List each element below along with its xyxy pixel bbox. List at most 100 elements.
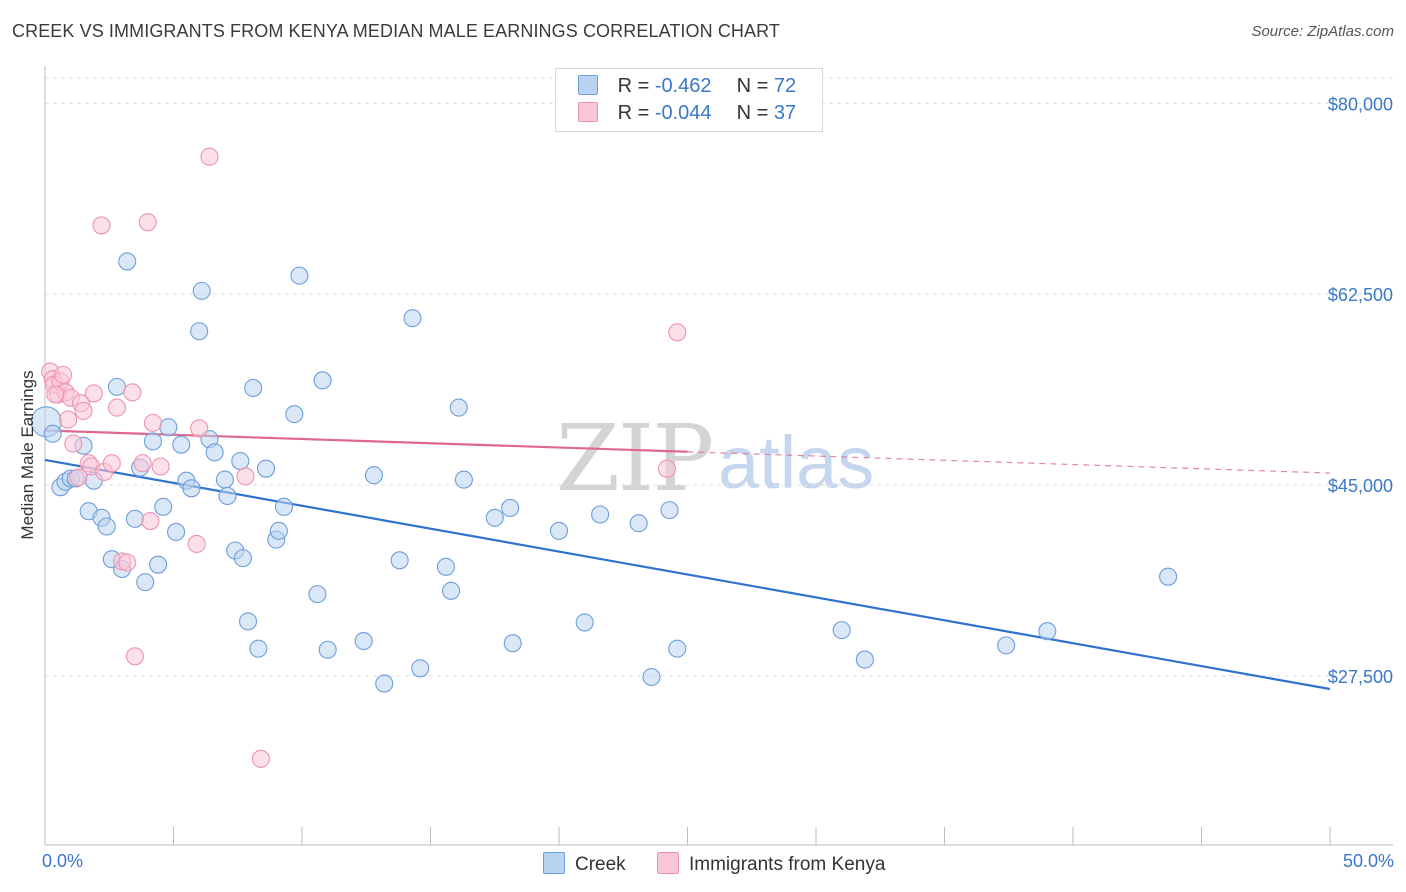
creek-point <box>436 557 455 576</box>
watermark-zip: ZIP <box>556 405 714 512</box>
creek-point <box>855 650 874 669</box>
chart-source: Source: ZipAtlas.com <box>1251 23 1394 40</box>
kenya-point <box>668 323 687 342</box>
creek-point <box>256 459 276 478</box>
creek-point <box>1038 622 1057 641</box>
kenya-trend-line-dashed <box>687 451 1331 474</box>
stats-row-creek: R = -0.462 N = 72 <box>578 75 796 99</box>
chart-legend: Creek Immigrants from Kenya <box>0 852 1406 878</box>
creek-point <box>485 508 504 527</box>
kenya-point <box>138 213 157 232</box>
creek-point <box>143 432 162 451</box>
creek-point <box>107 377 127 396</box>
x-tick-label-max: 50.0% <box>1342 851 1394 871</box>
creek-point <box>575 613 594 632</box>
creek-point <box>449 398 468 417</box>
creek-point <box>269 521 288 540</box>
creek-point <box>318 640 337 659</box>
creek-point <box>549 521 569 540</box>
chart-title: CREEK VS IMMIGRANTS FROM KENYA MEDIAN MA… <box>12 21 781 41</box>
kenya-point <box>657 459 676 478</box>
legend-label-kenya: Immigrants from Kenya <box>689 854 886 875</box>
creek-point <box>832 621 851 640</box>
kenya-point <box>190 419 209 438</box>
y-tick-label-1: $62,500 <box>1328 285 1393 305</box>
kenya-point <box>84 384 103 403</box>
creek-point <box>403 309 422 328</box>
creek-point <box>149 555 168 574</box>
creek-point <box>274 497 294 516</box>
creek-point <box>118 252 137 271</box>
y-tick-label-3: $27,500 <box>1328 667 1393 687</box>
creek-point <box>454 470 473 489</box>
kenya-point <box>107 398 127 417</box>
creek-n-label: N = <box>736 75 774 97</box>
creek-point <box>411 659 430 678</box>
legend-item-creek: Creek <box>543 852 626 876</box>
kenya-point <box>187 534 206 553</box>
creek-legend-swatch <box>543 852 565 874</box>
creek-point <box>215 470 234 489</box>
creek-point <box>591 505 610 524</box>
kenya-n-label: N = <box>736 102 774 124</box>
creek-point <box>182 479 201 498</box>
creek-point <box>154 497 173 516</box>
kenya-point <box>251 749 270 768</box>
y-tick-label-0: $80,000 <box>1328 94 1393 114</box>
creek-point <box>668 639 687 658</box>
kenya-point <box>74 401 93 420</box>
kenya-point <box>64 434 83 453</box>
creek-point <box>43 424 62 443</box>
creek-point <box>249 639 268 658</box>
kenya-point <box>118 553 137 572</box>
creek-point <box>354 631 373 651</box>
creek-point <box>218 486 237 506</box>
stats-row-kenya: R = -0.044 N = 37 <box>578 102 796 126</box>
kenya-point <box>133 454 152 473</box>
x-tick-label-min: 0.0% <box>42 851 84 871</box>
kenya-point <box>53 365 73 384</box>
stats-legend-box: R = -0.462 N = 72 R = -0.044 N = 37 <box>555 68 823 132</box>
kenya-point <box>143 413 162 432</box>
kenya-point <box>69 468 88 487</box>
creek-point <box>364 466 384 485</box>
creek-point <box>238 612 258 631</box>
kenya-point <box>46 385 65 404</box>
creek-point <box>997 636 1016 655</box>
kenya-swatch <box>578 102 598 122</box>
kenya-point <box>141 511 160 531</box>
creek-point <box>190 322 209 341</box>
creek-swatch <box>578 75 598 95</box>
creek-point <box>97 517 116 536</box>
creek-point <box>231 451 250 471</box>
kenya-point <box>151 457 170 476</box>
kenya-n-value: 37 <box>773 102 797 124</box>
creek-trend-line <box>44 458 1331 691</box>
kenya-point <box>125 647 144 666</box>
creek-point <box>244 378 263 398</box>
legend-item-kenya: Immigrants from Kenya <box>657 852 885 876</box>
kenya-point <box>123 383 142 402</box>
creek-point <box>642 667 661 687</box>
y-tick-label-2: $45,000 <box>1328 476 1393 496</box>
kenya-point <box>59 410 78 429</box>
kenya-r-label: R = <box>617 102 655 124</box>
creek-point <box>375 674 394 693</box>
creek-point <box>660 501 679 520</box>
kenya-trend-line-solid <box>44 429 688 453</box>
creek-point <box>285 405 304 424</box>
kenya-point <box>92 216 111 235</box>
creek-point <box>503 634 522 653</box>
y-axis-label: Median Male Earnings <box>18 370 37 540</box>
kenya-point <box>102 454 121 473</box>
watermark-atlas: atlas <box>718 421 875 504</box>
creek-point <box>125 509 144 528</box>
creek-point <box>501 498 520 517</box>
creek-point <box>233 549 252 568</box>
creek-point <box>159 418 178 437</box>
creek-point <box>290 266 309 285</box>
kenya-r-value: -0.044 <box>654 102 712 124</box>
creek-point <box>192 281 211 300</box>
creek-point <box>172 435 191 454</box>
creek-point <box>1159 567 1178 586</box>
